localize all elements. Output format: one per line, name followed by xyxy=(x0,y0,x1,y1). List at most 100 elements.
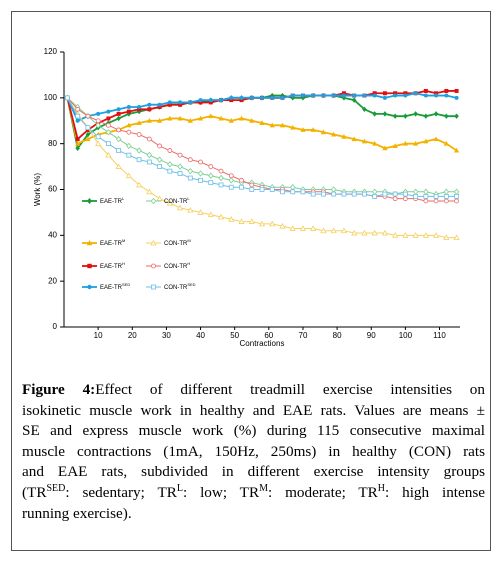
x-tick-label: 50 xyxy=(230,331,239,340)
data-point xyxy=(392,113,398,119)
data-point xyxy=(75,137,80,142)
data-point xyxy=(403,93,408,98)
data-point xyxy=(434,93,439,98)
caption-line: isokinetic muscle work in healthy and EA… xyxy=(22,401,485,422)
legend-label: CON-TRL xyxy=(164,196,190,205)
data-point xyxy=(228,216,235,222)
data-point xyxy=(136,181,143,188)
data-point xyxy=(289,225,296,231)
data-point xyxy=(382,91,387,96)
caption: Figure 4:Effect of different treadmill e… xyxy=(22,380,485,524)
data-point xyxy=(433,198,439,204)
data-point xyxy=(115,163,122,169)
data-point xyxy=(147,107,152,112)
data-point xyxy=(330,227,337,234)
data-point xyxy=(433,136,439,142)
data-point xyxy=(228,177,234,184)
data-point xyxy=(423,188,429,196)
data-point xyxy=(75,145,80,151)
data-point xyxy=(444,93,449,98)
data-point xyxy=(423,113,429,119)
data-point xyxy=(136,120,142,126)
data-point xyxy=(177,171,183,176)
data-point xyxy=(444,113,449,119)
data-point xyxy=(300,93,305,98)
legend-marker xyxy=(150,197,157,205)
x-tick-label: 110 xyxy=(433,331,446,340)
data-point xyxy=(157,102,162,107)
data-point xyxy=(177,152,183,158)
data-point xyxy=(156,195,163,202)
data-point xyxy=(75,140,81,146)
caption-text: isokinetic muscle work in healthy and EA… xyxy=(22,401,485,419)
x-tick-label: 90 xyxy=(367,331,376,340)
data-point xyxy=(156,117,163,123)
data-point xyxy=(341,93,346,98)
data-point xyxy=(217,213,225,220)
data-point xyxy=(156,156,163,163)
legend-name: CON-TR xyxy=(164,264,188,270)
data-point xyxy=(300,189,306,195)
legend-marker xyxy=(150,239,157,246)
data-point xyxy=(290,124,296,130)
data-point xyxy=(454,88,459,93)
data-point xyxy=(300,127,306,132)
data-point xyxy=(453,234,460,241)
data-point xyxy=(146,188,153,195)
x-tick-label: 10 xyxy=(94,331,103,340)
x-tick-label: 100 xyxy=(399,331,413,340)
data-point xyxy=(413,111,418,117)
caption-text: : low; TR xyxy=(182,483,260,501)
data-point xyxy=(279,122,286,128)
data-point xyxy=(208,172,214,179)
y-tick-label: 100 xyxy=(44,93,58,102)
data-point xyxy=(392,143,398,148)
legend-sup: SED xyxy=(122,282,130,287)
legend-name: CON-TR xyxy=(164,199,188,205)
legend-label: EAE-TRM xyxy=(100,238,125,247)
x-tick-label: 20 xyxy=(128,331,137,340)
data-point xyxy=(85,136,91,142)
legend-label: EAE-TRSED xyxy=(100,282,130,291)
caption-text: (TR xyxy=(22,483,47,501)
data-point xyxy=(126,152,132,158)
data-point xyxy=(259,187,265,192)
data-point xyxy=(126,142,132,150)
data-point xyxy=(361,138,368,144)
legend-name: EAE-TR xyxy=(100,199,123,205)
data-point xyxy=(187,175,193,181)
data-point xyxy=(116,127,122,133)
data-point xyxy=(197,115,204,121)
data-point xyxy=(280,189,285,195)
data-point xyxy=(362,106,367,112)
data-point xyxy=(249,182,255,188)
y-tick-label: 0 xyxy=(53,322,58,331)
data-point xyxy=(207,211,214,218)
data-point xyxy=(116,111,121,116)
data-point xyxy=(198,98,203,103)
data-point xyxy=(136,157,142,163)
data-point xyxy=(351,191,357,197)
data-point xyxy=(259,95,264,100)
caption-label: Figure 4: xyxy=(22,381,96,398)
data-point xyxy=(116,107,121,112)
x-tick-label: 60 xyxy=(264,331,273,340)
data-point xyxy=(393,93,398,98)
data-point xyxy=(402,191,408,197)
data-point xyxy=(392,191,398,197)
caption-text: muscle contractions (1mA, 150Hz, 250ms) … xyxy=(22,442,485,460)
data-point xyxy=(352,93,357,98)
data-point xyxy=(208,113,214,119)
data-point xyxy=(208,98,213,103)
data-point xyxy=(176,204,184,211)
data-point xyxy=(382,145,388,151)
data-point xyxy=(238,218,245,224)
data-point xyxy=(167,148,173,153)
data-point xyxy=(310,127,316,132)
data-point xyxy=(290,189,296,195)
legend-label: CON-TRM xyxy=(164,238,191,247)
data-point xyxy=(167,100,172,105)
caption-line: Figure 4:Effect of different treadmill e… xyxy=(22,380,485,401)
caption-text: SE and express muscle work (%) during 11… xyxy=(22,422,485,440)
data-point xyxy=(95,122,101,129)
